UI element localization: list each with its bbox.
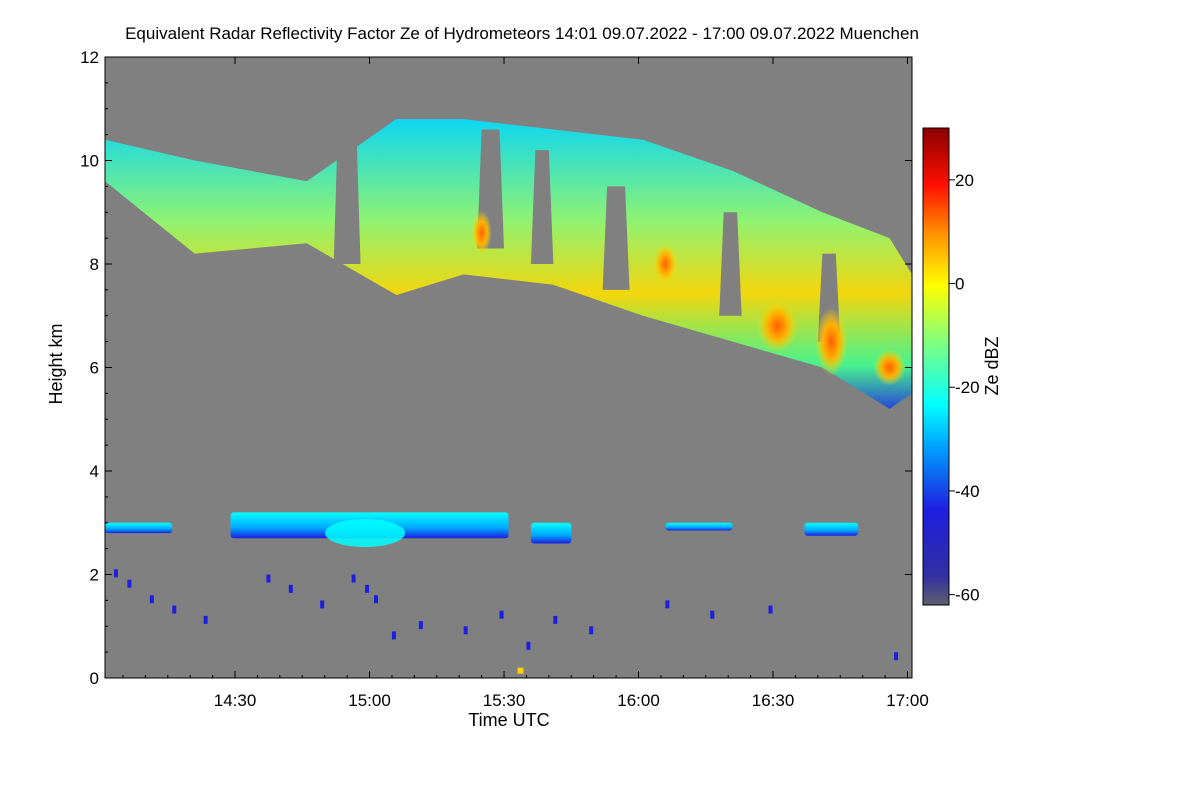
lower-layer-segment: [105, 522, 173, 534]
colorbar: [922, 127, 950, 606]
noise-speckle: [365, 584, 370, 593]
y-tick-label: 2: [90, 566, 99, 585]
noise-speckle: [172, 605, 177, 614]
colorbar-label: Ze dBZ: [982, 336, 1002, 395]
x-axis: 14:30 15:00 15:30 16:00 16:30 17:00: [122, 57, 929, 710]
y-tick-label: 12: [80, 48, 99, 67]
noise-speckle: [710, 610, 715, 619]
noise-speckle: [463, 626, 468, 635]
noise-speckle: [418, 621, 423, 630]
reflectivity-core: [471, 210, 492, 255]
reflectivity-core: [873, 349, 906, 386]
cloud-gap: [602, 186, 630, 290]
noise-speckle: [374, 595, 378, 604]
noise-speckle: [391, 631, 396, 640]
noise-speckle: [526, 641, 531, 650]
noise-speckle: [113, 569, 118, 578]
colorbar-tick-label: -20: [955, 378, 980, 397]
cloud-gap: [530, 150, 554, 264]
y-tick-label: 4: [90, 462, 99, 481]
noise-speckle: [127, 579, 132, 588]
colorbar-tick-label: 0: [955, 275, 964, 294]
chart-title: Equivalent Radar Reflectivity Factor Ze …: [125, 24, 919, 43]
lower-layer-segment: [804, 522, 859, 536]
colorbar-tick-label: -60: [955, 586, 980, 605]
noise-speckle: [665, 600, 670, 609]
cloud-gap: [270, 134, 316, 171]
y-tick-label: 10: [80, 152, 99, 171]
colorbar-ticks: 20 0 -20 -40 -60: [949, 171, 980, 605]
x-tick-label: 17:00: [886, 691, 929, 710]
noise-speckle: [149, 595, 154, 604]
lower-layer-segment: [665, 522, 733, 531]
y-tick-label: 8: [90, 255, 99, 274]
surface-echo: [517, 667, 524, 674]
noise-speckle: [768, 605, 773, 614]
reflectivity-core: [653, 244, 678, 284]
cloud-gap: [719, 212, 742, 316]
noise-speckle: [288, 584, 293, 593]
x-tick-label: 16:30: [752, 691, 795, 710]
lower-layer-segment: [530, 522, 572, 544]
noise-speckle: [894, 652, 899, 661]
lower-layer-core: [325, 519, 406, 548]
y-axis: 0 2 4 6 8 10 12: [80, 48, 912, 688]
x-tick-label: 15:30: [483, 691, 526, 710]
noise-speckle: [553, 615, 558, 624]
x-tick-label: 16:00: [617, 691, 660, 710]
y-tick-label: 0: [90, 669, 99, 688]
x-axis-label: Time UTC: [468, 710, 549, 730]
noise-speckle: [351, 574, 356, 583]
noise-speckle: [203, 615, 208, 624]
y-axis-label: Height km: [46, 323, 66, 404]
reflectivity-core: [757, 300, 798, 353]
cloud-gap: [333, 119, 361, 264]
x-tick-label: 14:30: [214, 691, 257, 710]
x-tick-label: 15:00: [348, 691, 391, 710]
reflectivity-data: [105, 119, 912, 674]
noise-speckle: [320, 600, 325, 609]
upper-cloud-band: [105, 119, 912, 409]
y-tick-label: 6: [90, 359, 99, 378]
colorbar-tick-label: -40: [955, 482, 980, 501]
reflectivity-core: [815, 307, 848, 376]
colorbar-tick-label: 20: [955, 171, 974, 190]
noise-speckle: [266, 574, 271, 583]
noise-speckle: [589, 626, 594, 635]
noise-speckle: [499, 610, 504, 619]
